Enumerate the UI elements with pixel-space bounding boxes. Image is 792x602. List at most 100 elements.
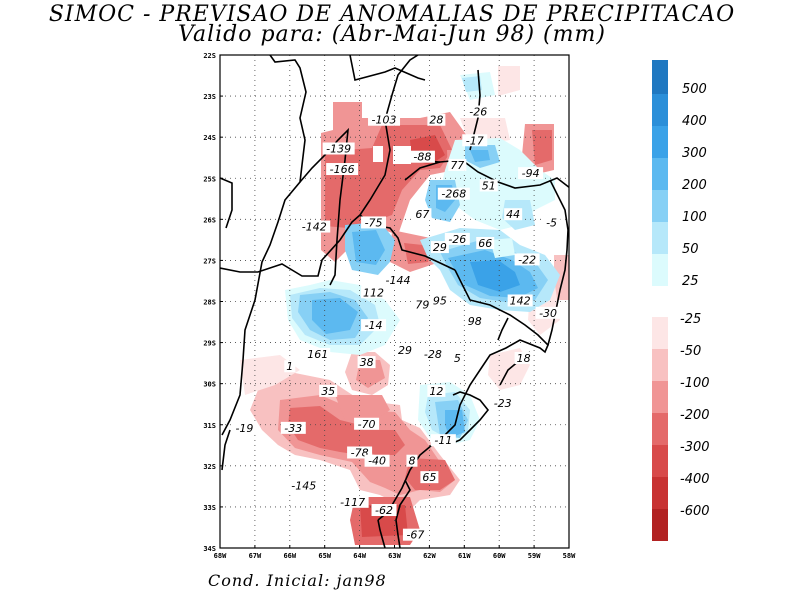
longitude-tick-label: 59W — [528, 552, 541, 560]
latitude-tick-label: 27S — [203, 257, 216, 265]
value-label-background — [465, 105, 491, 118]
value-label-background — [406, 454, 418, 467]
map-subtitle: Valido para: (Abr-Mai-Jun 98) (mm) — [178, 22, 606, 47]
positive-anomaly-areas — [285, 72, 560, 445]
anomaly-value-label: 18 — [517, 352, 531, 365]
latitude-tick-label: 28S — [203, 299, 216, 307]
colorbar-negative-swatch — [652, 445, 668, 477]
anomaly-value-label: 112 — [363, 286, 384, 299]
anomaly-value-label: 44 — [506, 208, 520, 221]
anomaly-value-label: -78 — [351, 447, 369, 460]
latitude-tick-label: 31S — [203, 422, 216, 430]
anomaly-value-label: 51 — [482, 179, 496, 192]
longitude-tick-label: 64W — [353, 552, 366, 560]
value-label-background — [507, 294, 533, 307]
value-label-background — [514, 253, 540, 266]
anomaly-value-label: -145 — [291, 479, 316, 492]
anomaly-value-label: -22 — [518, 253, 536, 266]
anomaly-value-label: 161 — [307, 348, 328, 361]
value-label-background — [409, 150, 435, 163]
anomaly-value-label: 95 — [433, 295, 447, 308]
anomaly-value-label: -75 — [365, 216, 383, 229]
value-label-background — [395, 343, 414, 356]
anomaly-value-label: -40 — [368, 455, 386, 468]
colorbar-positive-label: 300 — [682, 146, 707, 161]
colorbar-positive-swatch — [652, 126, 668, 158]
value-label-background — [427, 384, 446, 397]
anomaly-value-label: -26 — [448, 233, 466, 246]
colorbar-positive-swatch — [652, 94, 668, 126]
value-label-background — [231, 421, 257, 434]
value-label-background — [357, 356, 376, 369]
value-label-background — [504, 208, 523, 221]
anomaly-value-label: -30 — [539, 307, 557, 320]
anomaly-value-label: -166 — [330, 163, 355, 176]
value-label-background — [361, 216, 387, 229]
longitude-tick-label: 65W — [318, 552, 331, 560]
value-label-background — [322, 142, 355, 155]
value-label-background — [479, 179, 498, 192]
latitude-tick-label: 23S — [203, 93, 216, 101]
value-label-background — [364, 454, 390, 467]
anomaly-value-label: 98 — [468, 315, 482, 328]
anomaly-value-label: -19 — [235, 422, 253, 435]
longitude-axis: 68W 67W 66W 65W 64W 63W 62W 61W 60W 59W 58W — [214, 545, 576, 560]
anomaly-value-label: 35 — [321, 385, 335, 398]
longitude-tick-label: 62W — [423, 552, 436, 560]
value-label-background — [437, 187, 470, 200]
latitude-tick-label: 29S — [203, 340, 216, 348]
latitude-tick-label: 32S — [203, 463, 216, 471]
value-label-background — [326, 163, 359, 176]
anomaly-value-label: 29 — [433, 241, 447, 254]
value-label-background — [518, 167, 544, 180]
anomaly-value-label: -70 — [358, 418, 376, 431]
anomaly-value-label: -23 — [494, 397, 512, 410]
anomaly-value-label: -26 — [469, 106, 487, 119]
colorbar-negative-swatch — [652, 509, 668, 541]
anomaly-value-label: 12 — [429, 385, 443, 398]
anomaly-value-label: 77 — [450, 159, 464, 172]
latitude-tick-label: 24S — [203, 134, 216, 142]
colorbar: 500 400 300 200 100 50 25 -25 -50 -100 -200 -300 -40… — [652, 60, 710, 541]
anomaly-value-label: -268 — [441, 188, 466, 201]
colorbar-positive-label: 25 — [682, 274, 699, 289]
value-label-background — [413, 298, 432, 311]
colorbar-positive-label: 100 — [682, 210, 707, 225]
value-label-background — [542, 216, 561, 229]
value-label-background — [280, 421, 306, 434]
longitude-tick-label: 63W — [388, 552, 401, 560]
value-label-background — [371, 504, 397, 517]
anomaly-value-label: 79 — [415, 299, 429, 312]
anomaly-value-label: 67 — [415, 208, 429, 221]
anomaly-value-label: -67 — [406, 529, 424, 542]
anomaly-value-label: -88 — [413, 151, 431, 164]
anomaly-value-label: -62 — [375, 504, 393, 517]
anomaly-value-label: 1 — [286, 360, 293, 373]
anomaly-value-label: 66 — [478, 237, 492, 250]
latitude-tick-label: 30S — [203, 381, 216, 389]
anomaly-value-label: -103 — [372, 114, 397, 127]
anomaly-value-label: 29 — [398, 344, 412, 357]
value-label-background — [427, 113, 446, 126]
anomaly-value-label: 8 — [408, 455, 415, 468]
anomaly-value-label: -144 — [386, 274, 411, 287]
value-label-background — [361, 286, 387, 299]
value-label-background — [319, 384, 338, 397]
map-title: SIMOC - PREVISAO DE ANOMALIAS DE PRECIPI… — [48, 2, 736, 27]
value-label-background — [420, 471, 439, 484]
value-label-background — [381, 273, 414, 286]
value-label-background — [402, 528, 428, 541]
latitude-tick-label: 22S — [203, 52, 216, 60]
latitude-tick-label: 25S — [203, 175, 216, 183]
latitude-tick-label: 34S — [203, 545, 216, 553]
anomaly-value-label: 65 — [422, 471, 436, 484]
value-label-background — [361, 319, 387, 332]
colorbar-positive-swatch — [652, 60, 668, 94]
value-label-background — [444, 232, 470, 245]
colorbar-positive-label: 400 — [682, 114, 707, 129]
value-label-background — [490, 397, 516, 410]
value-label-background — [448, 158, 467, 171]
value-label-background — [287, 479, 320, 492]
colorbar-positive-label: 200 — [682, 178, 707, 193]
